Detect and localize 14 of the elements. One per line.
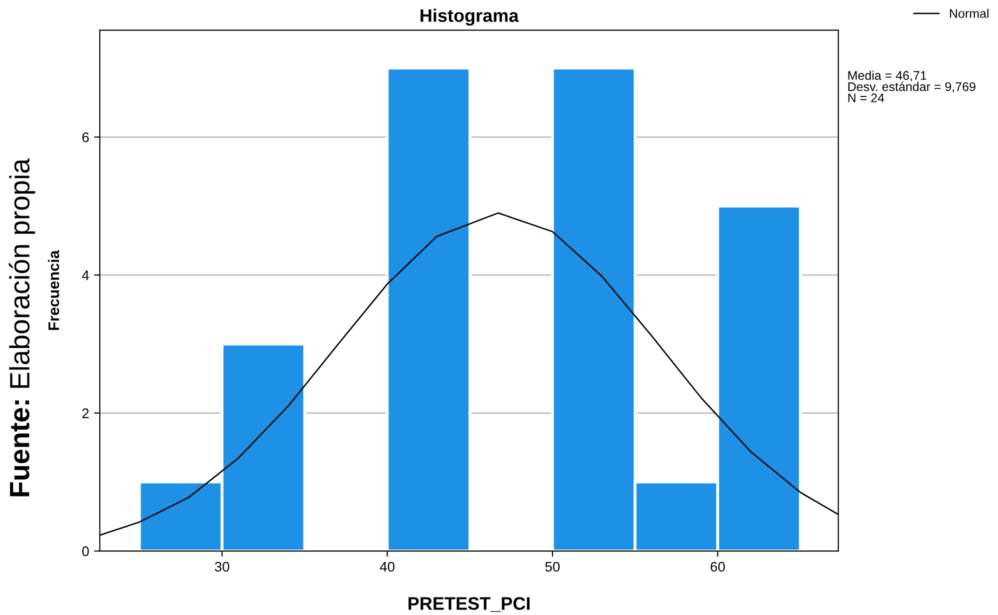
x-tick-label: 30 [214,562,230,572]
chart-title: Histograma [420,8,519,26]
text: Media = 46,71 Desv. estándar = 9,769 N = 24 [848,70,976,102]
y-tick-label: 4 [82,270,89,280]
legend-label: Normal [950,8,988,18]
x-tick-label: 50 [545,562,560,572]
x-axis-title: PRETEST_PCI [408,597,530,612]
y-tick-label: 0 [82,546,89,556]
x-tick-label: 60 [710,562,725,572]
source-note: Fuente: Elaboración propia [8,158,36,496]
x-tick-label: 40 [380,562,394,572]
y-tick-label: 2 [82,408,89,418]
y-axis-title: Frecuencia [48,250,60,330]
y-tick-label: 6 [82,132,89,142]
